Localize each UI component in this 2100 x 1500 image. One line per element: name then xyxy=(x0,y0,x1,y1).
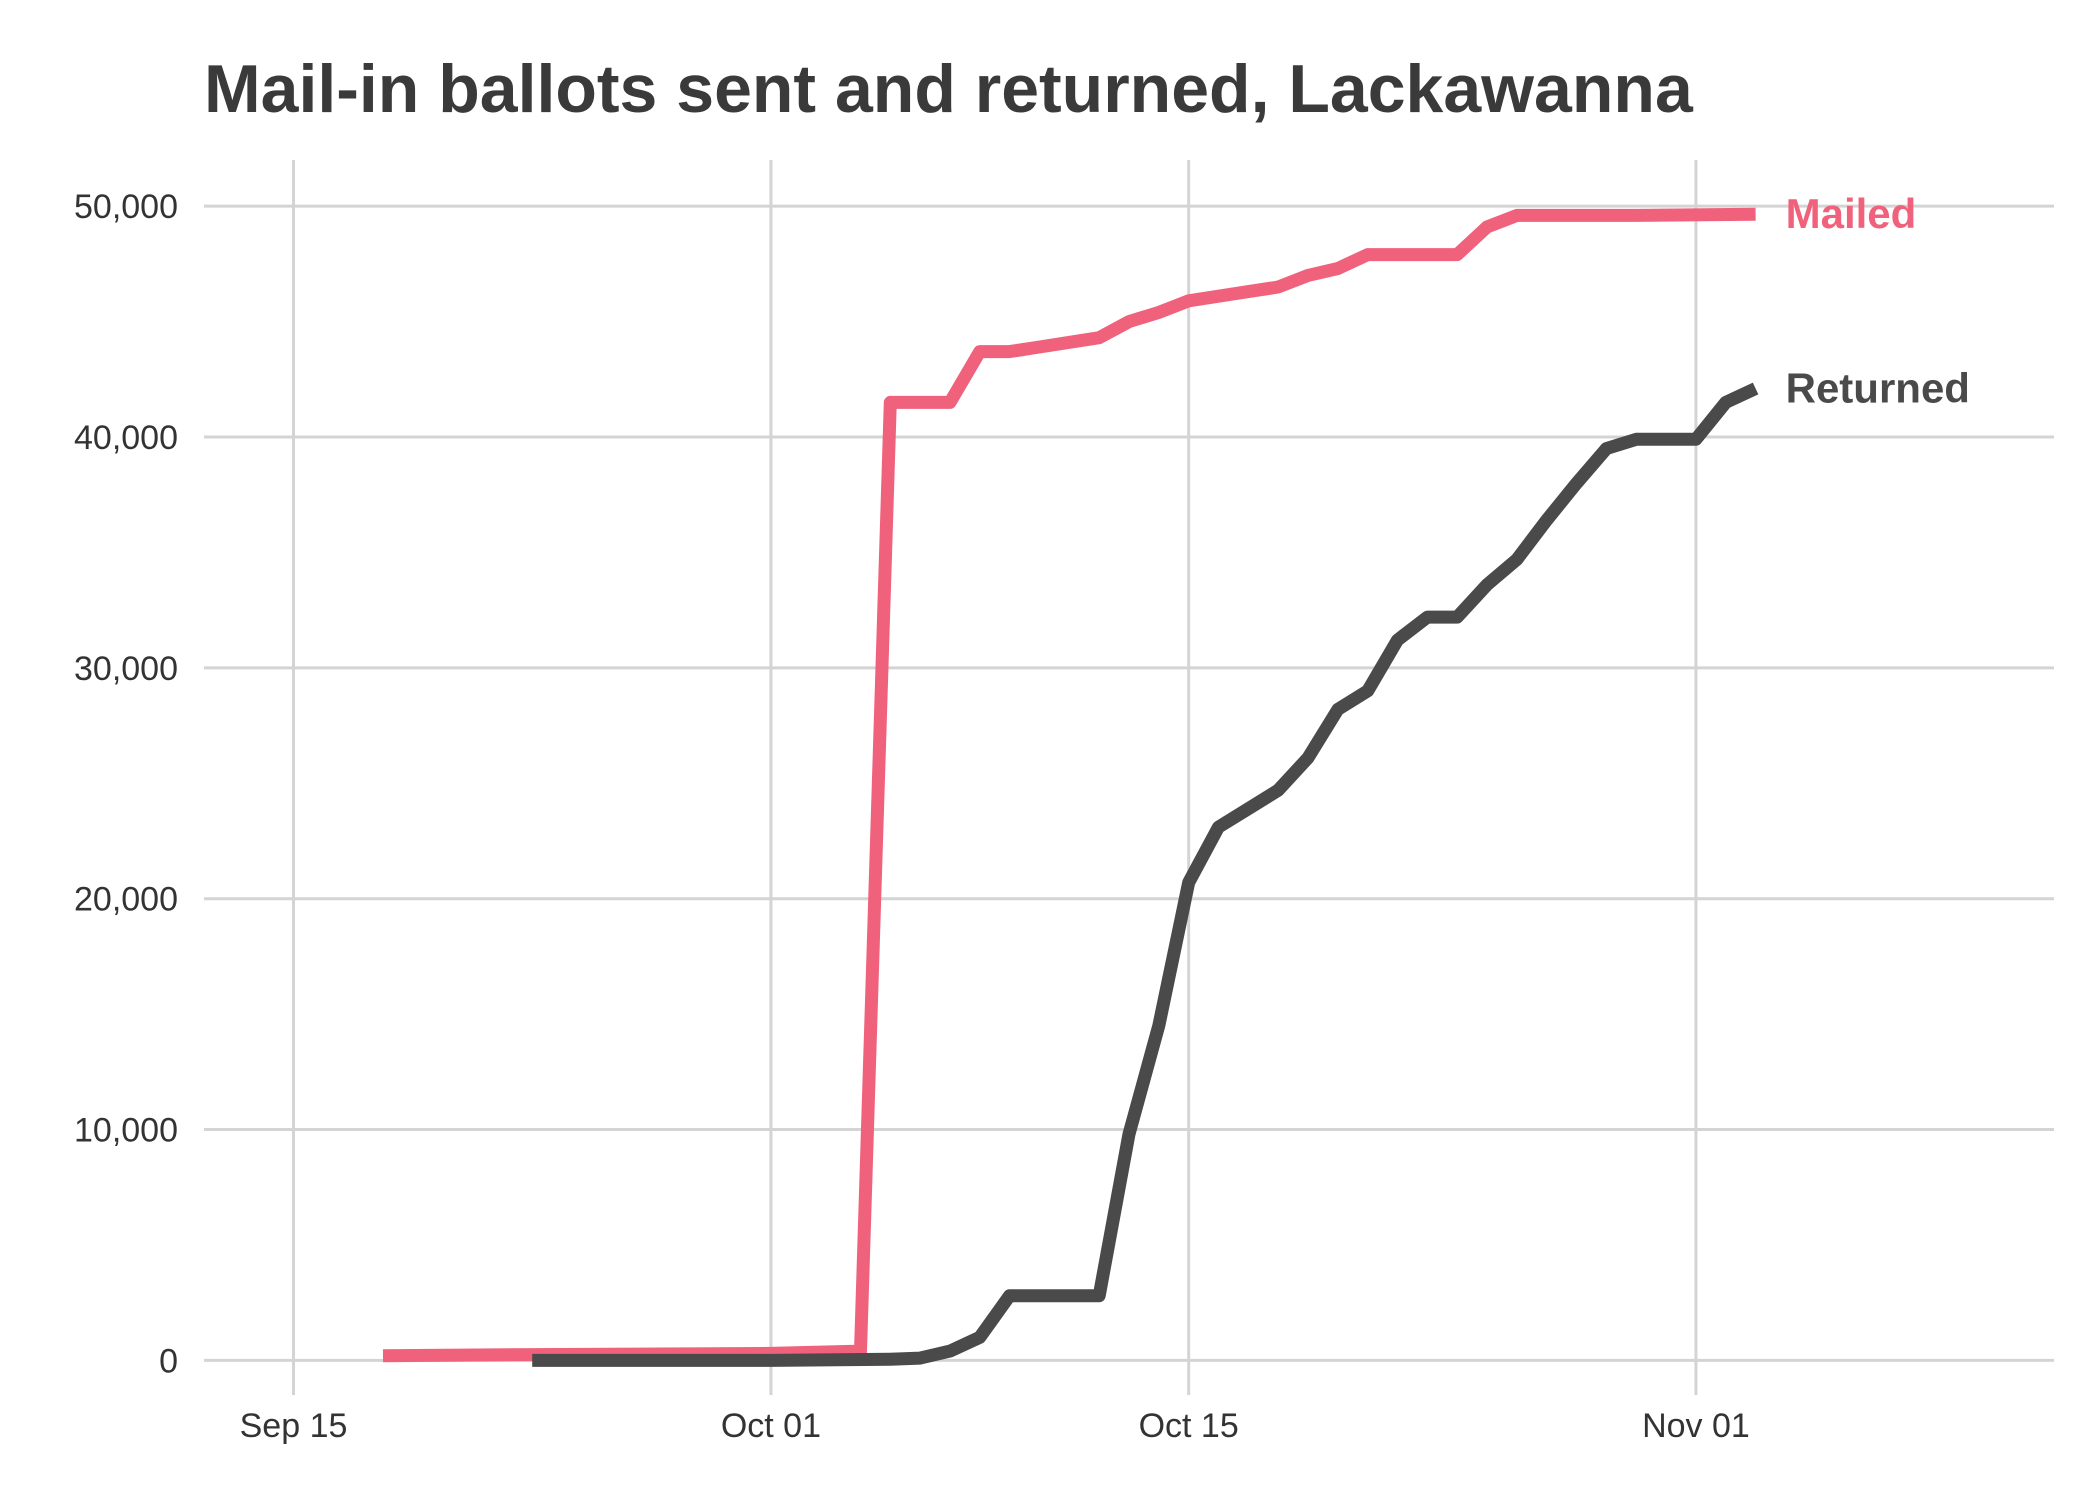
y-tick-label: 10,000 xyxy=(74,1112,178,1150)
chart-title: Mail-in ballots sent and returned, Lacka… xyxy=(204,51,1694,127)
y-tick-label: 40,000 xyxy=(74,419,178,457)
x-tick-label: Oct 15 xyxy=(1139,1407,1239,1445)
x-tick-label: Sep 15 xyxy=(240,1407,348,1445)
axes: 0 10,000 20,000 30,000 40,000 50,000 Sep 15 Oct… xyxy=(74,188,1750,1445)
grid xyxy=(204,160,2054,1395)
y-tick-label: 50,000 xyxy=(74,188,178,226)
x-tick-label: Oct 01 xyxy=(721,1407,821,1445)
y-tick-label: 0 xyxy=(159,1342,178,1380)
series-labels: Mailed Returned xyxy=(1786,190,1970,411)
y-tick-label: 20,000 xyxy=(74,881,178,919)
returned-series-label: Returned xyxy=(1786,365,1970,412)
mailed-series-line xyxy=(382,207,1756,1363)
series-lines xyxy=(382,207,1759,1367)
x-tick-label: Nov 01 xyxy=(1642,1407,1750,1445)
returned-series-line xyxy=(532,382,1759,1367)
y-tick-label: 30,000 xyxy=(74,650,178,688)
mailed-series-label: Mailed xyxy=(1786,190,1917,237)
